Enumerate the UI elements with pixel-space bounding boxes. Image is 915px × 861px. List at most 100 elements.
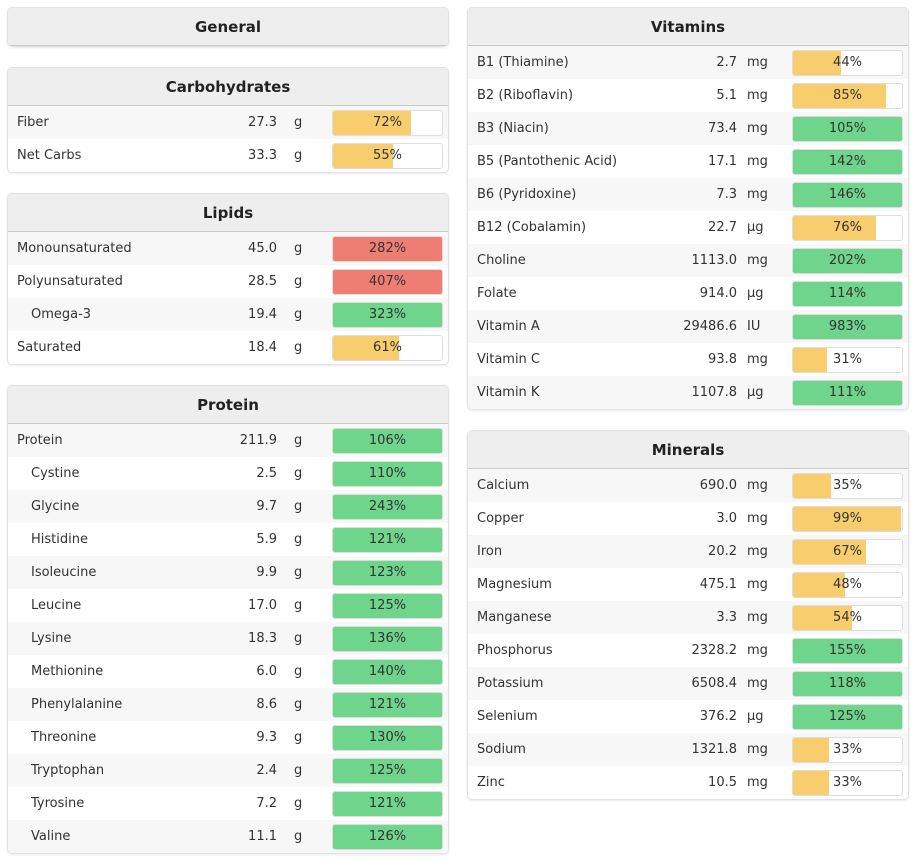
percent-label: 121% [368, 696, 407, 712]
nutrient-amount: 18.3 [248, 631, 277, 646]
nutrient-amount: 6.0 [256, 664, 277, 679]
nutrient-row[interactable]: Fiber 27.3 g 72% [8, 106, 448, 139]
nutrient-row[interactable]: B6 (Pyridoxine) 7.3 mg 146% [468, 178, 908, 211]
nutrient-unit: g [294, 796, 303, 811]
nutrient-row[interactable]: Vitamin C 93.8 mg 31% [468, 343, 908, 376]
nutrient-row[interactable]: Sodium 1321.8 mg 33% [468, 733, 908, 766]
nutrient-row[interactable]: B2 (Riboflavin) 5.1 mg 85% [468, 79, 908, 112]
nutrient-name: Monounsaturated [17, 241, 132, 256]
nutrient-row[interactable]: Protein 211.9 g 106% [8, 424, 448, 457]
nutrient-name: B12 (Cobalamin) [477, 220, 587, 235]
percent-bar: 126% [332, 823, 443, 850]
percent-bar-fill [793, 248, 902, 273]
nutrient-unit: g [294, 499, 303, 514]
percent-bar-fill [333, 494, 442, 519]
nutrient-row[interactable]: Saturated 18.4 g 61% [8, 331, 448, 364]
percent-label: 76% [833, 219, 862, 235]
nutrient-row[interactable]: Magnesium 475.1 mg 48% [468, 568, 908, 601]
percent-bar-fill [333, 269, 442, 294]
nutrient-name: Leucine [31, 598, 82, 613]
nutrient-row[interactable]: Omega-3 19.4 g 323% [8, 298, 448, 331]
nutrient-unit: g [294, 241, 303, 256]
percent-bar: 48% [792, 571, 903, 598]
percent-bar: 202% [792, 247, 903, 274]
percent-label: 407% [368, 273, 407, 289]
nutrient-name: Cystine [31, 466, 80, 481]
percent-label: 114% [828, 285, 867, 301]
nutrient-row[interactable]: Valine 11.1 g 126% [8, 820, 448, 853]
nutrient-name: Methionine [31, 664, 104, 679]
nutrient-row[interactable]: Vitamin A 29486.6 IU 983% [468, 310, 908, 343]
percent-bar-fill [793, 380, 902, 405]
nutrient-row[interactable]: Glycine 9.7 g 243% [8, 490, 448, 523]
nutrient-row[interactable]: Potassium 6508.4 mg 118% [468, 667, 908, 700]
carbohydrates-panel-title[interactable]: Carbohydrates [8, 68, 448, 106]
nutrient-row[interactable]: Isoleucine 9.9 g 123% [8, 556, 448, 589]
protein-panel-title[interactable]: Protein [8, 386, 448, 424]
nutrient-row[interactable]: Threonine 9.3 g 130% [8, 721, 448, 754]
nutrient-row[interactable]: Histidine 5.9 g 121% [8, 523, 448, 556]
nutrient-row[interactable]: B5 (Pantothenic Acid) 17.1 mg 142% [468, 145, 908, 178]
nutrient-row[interactable]: Phosphorus 2328.2 mg 155% [468, 634, 908, 667]
nutrient-row[interactable]: Copper 3.0 mg 99% [468, 502, 908, 535]
nutrient-row[interactable]: Net Carbs 33.3 g 55% [8, 139, 448, 172]
nutrient-row[interactable]: Folate 914.0 µg 114% [468, 277, 908, 310]
nutrient-row[interactable]: Cystine 2.5 g 110% [8, 457, 448, 490]
nutrient-row[interactable]: Calcium 690.0 mg 35% [468, 469, 908, 502]
percent-bar-fill [793, 605, 852, 630]
nutrient-name: Sodium [477, 742, 526, 757]
nutrient-name: Histidine [31, 532, 88, 547]
nutrient-amount: 3.0 [716, 511, 737, 526]
percent-bar-fill [793, 473, 832, 498]
nutrient-row[interactable]: Leucine 17.0 g 125% [8, 589, 448, 622]
percent-bar: 85% [792, 82, 903, 109]
nutrient-amount: 376.2 [699, 709, 737, 724]
nutrient-unit: g [294, 664, 303, 679]
nutrient-name: Manganese [477, 610, 552, 625]
percent-bar-fill [793, 149, 902, 174]
nutrient-row[interactable]: Vitamin K 1107.8 µg 111% [468, 376, 908, 409]
nutrient-row[interactable]: Choline 1113.0 mg 202% [468, 244, 908, 277]
lipids-panel-title[interactable]: Lipids [8, 194, 448, 232]
nutrient-row[interactable]: Tryptophan 2.4 g 125% [8, 754, 448, 787]
percent-label: 54% [833, 609, 862, 625]
percent-bar: 111% [792, 379, 903, 406]
percent-bar-fill [333, 236, 442, 261]
nutrient-name: Copper [477, 511, 524, 526]
percent-bar: 61% [332, 334, 443, 361]
nutrient-row[interactable]: Tyrosine 7.2 g 121% [8, 787, 448, 820]
nutrient-row[interactable]: Selenium 376.2 µg 125% [468, 700, 908, 733]
nutrient-name: B5 (Pantothenic Acid) [477, 154, 618, 169]
nutrient-row[interactable]: Methionine 6.0 g 140% [8, 655, 448, 688]
nutrient-amount: 1321.8 [691, 742, 738, 757]
nutrient-row[interactable]: Phenylalanine 8.6 g 121% [8, 688, 448, 721]
percent-label: 202% [828, 252, 867, 268]
nutrient-amount: 690.0 [699, 478, 737, 493]
nutrient-row[interactable]: B3 (Niacin) 73.4 mg 105% [468, 112, 908, 145]
nutrient-amount: 28.5 [248, 274, 277, 289]
nutrient-row[interactable]: B1 (Thiamine) 2.7 mg 44% [468, 46, 908, 79]
nutrient-row[interactable]: Iron 20.2 mg 67% [468, 535, 908, 568]
nutrient-amount: 8.6 [256, 697, 277, 712]
protein-panel: Protein Protein 211.9 g 106% Cystine 2.5 g 110% G… [7, 385, 449, 854]
percent-bar-fill [793, 671, 902, 696]
vitamins-panel-title[interactable]: Vitamins [468, 8, 908, 46]
nutrient-row[interactable]: Monounsaturated 45.0 g 282% [8, 232, 448, 265]
nutrient-row[interactable]: B12 (Cobalamin) 22.7 µg 76% [468, 211, 908, 244]
nutrient-row[interactable]: Lysine 18.3 g 136% [8, 622, 448, 655]
nutrient-unit: mg [747, 742, 768, 757]
nutrient-row[interactable]: Zinc 10.5 mg 33% [468, 766, 908, 799]
percent-bar-fill [793, 116, 902, 141]
percent-bar-fill [793, 182, 902, 207]
nutrient-name: B2 (Riboflavin) [477, 88, 574, 103]
percent-label: 125% [368, 762, 407, 778]
percent-bar-fill [333, 428, 442, 453]
minerals-panel-title[interactable]: Minerals [468, 431, 908, 469]
percent-bar: 106% [332, 427, 443, 454]
lipids-rows: Monounsaturated 45.0 g 282% Polyunsaturated 2… [8, 232, 448, 364]
general-panel-title[interactable]: General [8, 8, 448, 46]
percent-bar-fill [333, 461, 442, 486]
nutrient-row[interactable]: Manganese 3.3 mg 54% [468, 601, 908, 634]
nutrient-row[interactable]: Polyunsaturated 28.5 g 407% [8, 265, 448, 298]
nutrient-amount: 27.3 [248, 115, 277, 130]
